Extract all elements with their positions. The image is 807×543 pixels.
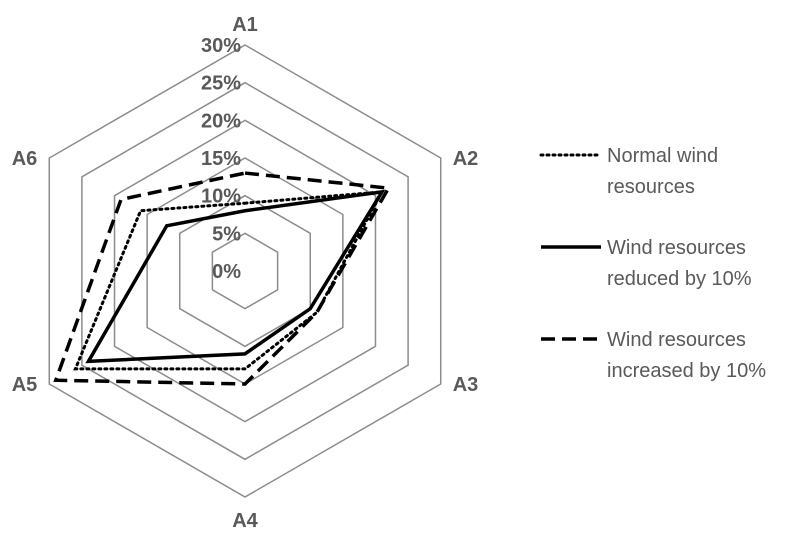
legend-label-2: Wind resources xyxy=(607,237,746,259)
grid-ring xyxy=(81,81,409,461)
grid-ring xyxy=(48,44,442,498)
axis-label-a4: A4 xyxy=(232,510,258,532)
tick-label: 5% xyxy=(212,223,241,245)
axis-label-a1: A1 xyxy=(232,14,258,36)
tick-label: 30% xyxy=(201,35,241,57)
legend-label-1: resources xyxy=(607,176,695,198)
grid-ring xyxy=(179,194,311,348)
series-line-3 xyxy=(53,171,392,386)
axis-labels: A1 A2 A3 A4 A5 A6 xyxy=(12,14,479,532)
tick-label: 0% xyxy=(212,261,241,283)
legend-label-2: reduced by 10% xyxy=(607,268,752,290)
legend-label-1: Normal wind xyxy=(607,145,718,167)
series-line-2 xyxy=(85,189,386,364)
axis-label-a6: A6 xyxy=(12,148,38,170)
tick-label: 15% xyxy=(201,148,241,170)
tick-label: 25% xyxy=(201,73,241,95)
axis-label-a2: A2 xyxy=(453,148,479,170)
tick-label: 10% xyxy=(201,186,241,208)
series-layer xyxy=(53,171,392,386)
axis-label-a3: A3 xyxy=(453,374,479,396)
tick-label: 20% xyxy=(201,110,241,132)
grid-ring xyxy=(211,232,279,310)
legend-label-3: increased by 10% xyxy=(607,360,766,382)
legend: Normal wind resources Wind resources reduce… xyxy=(539,145,766,382)
tick-labels: 0% 5% 10% 15% 20% 25% 30% xyxy=(201,35,241,283)
grid-layer xyxy=(48,44,442,498)
legend-label-3: Wind resources xyxy=(607,329,746,351)
axis-label-a5: A5 xyxy=(12,374,38,396)
grid-ring xyxy=(113,119,377,423)
